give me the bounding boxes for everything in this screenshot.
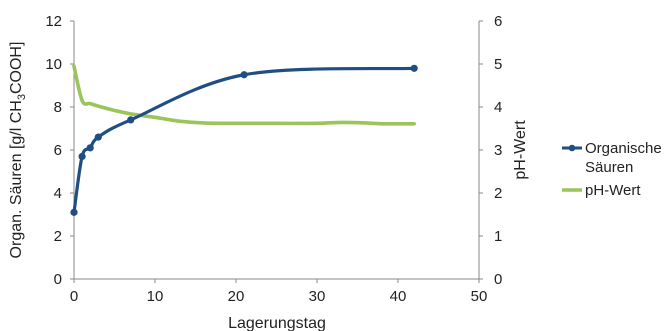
right-tick-label: 3 — [494, 142, 502, 159]
left-tick-label: 6 — [54, 142, 62, 159]
left-tick-label: 0 — [54, 271, 62, 288]
right-tick-label: 5 — [494, 56, 502, 73]
data-point-organische-saeuren — [70, 208, 78, 216]
left-tick-label: 8 — [54, 99, 62, 116]
right-tick-label: 0 — [494, 271, 502, 288]
x-tick-label: 20 — [228, 288, 245, 305]
right-axis-tick-labels: 0 1 2 3 4 5 6 — [494, 13, 502, 288]
series-line-organische-saeuren — [72, 66, 416, 214]
data-point-organische-saeuren — [78, 152, 86, 161]
legend-label-organische-saeuren-line1: Organische — [585, 140, 662, 157]
x-tick-label: 30 — [309, 288, 326, 305]
data-point-organische-saeuren — [94, 133, 102, 141]
series-line-ph-wert — [72, 64, 416, 126]
x-tick-label: 10 — [147, 288, 164, 305]
x-tick-label: 40 — [390, 288, 407, 305]
data-point-organische-saeuren — [127, 116, 135, 124]
axis-tick-marks — [70, 20, 483, 283]
right-tick-label: 4 — [494, 99, 502, 116]
x-tick-label: 0 — [70, 288, 78, 305]
right-tick-label: 1 — [494, 228, 502, 245]
series-layer — [70, 64, 418, 216]
y-axis-title-end: COOH] — [8, 42, 25, 94]
left-tick-label: 12 — [45, 13, 62, 30]
y2-axis-title: pH-Wert — [512, 120, 529, 180]
data-point-organische-saeuren — [240, 71, 248, 79]
legend-label-organische-saeuren-line2: Säuren — [585, 159, 633, 176]
left-tick-label: 10 — [45, 56, 62, 73]
left-tick-label: 2 — [54, 228, 62, 245]
x-axis-title: Lagerungstag — [228, 315, 326, 331]
y-axis-title-subscript: 3 — [16, 94, 28, 100]
left-tick-label: 4 — [54, 185, 62, 202]
right-tick-label: 6 — [494, 13, 502, 30]
left-axis-tick-labels: 0 2 4 6 8 10 12 — [45, 13, 62, 288]
legend-label-ph-wert: pH-Wert — [585, 182, 641, 199]
data-point-organische-saeuren — [86, 144, 94, 152]
x-tick-label: 50 — [471, 288, 488, 305]
x-axis-tick-labels: 0 10 20 30 40 50 — [70, 288, 488, 305]
y-axis-title: Organ. Säuren [g/l CH3COOH] — [8, 42, 28, 259]
legend: Organische Säuren pH-Wert — [562, 140, 662, 199]
legend-marker-organische-saeuren — [568, 144, 576, 152]
data-point-organische-saeuren — [410, 64, 418, 72]
y-axis-title-main: Organ. Säuren [g/l CH — [8, 100, 25, 258]
right-tick-label: 2 — [494, 185, 502, 202]
